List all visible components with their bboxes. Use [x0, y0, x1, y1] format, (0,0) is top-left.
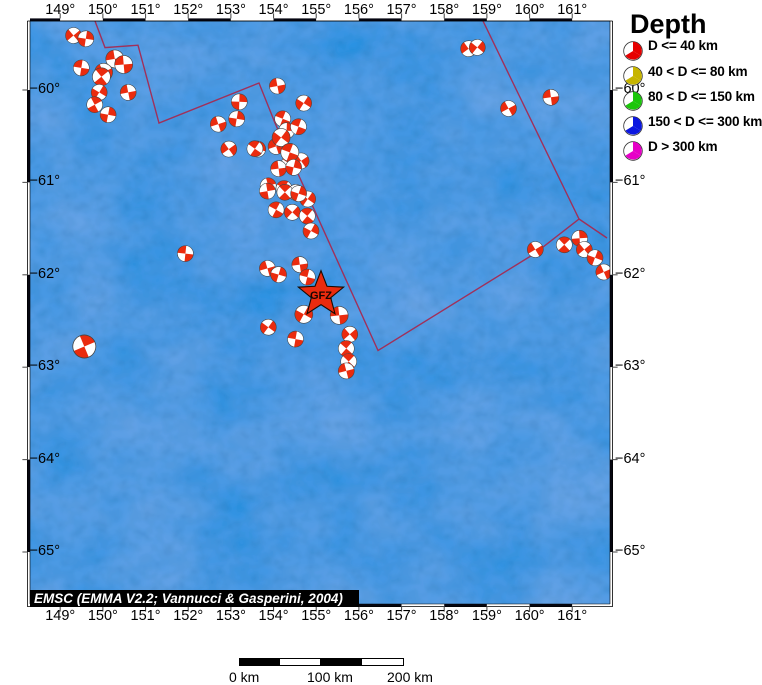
svg-text:GFZ: GFZ [310, 290, 332, 302]
